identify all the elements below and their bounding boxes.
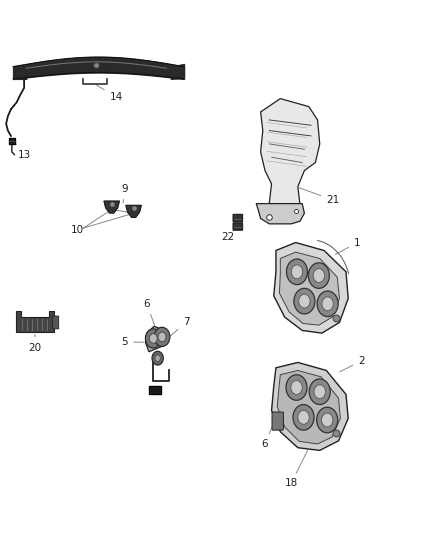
Text: 6: 6: [143, 299, 155, 325]
Circle shape: [314, 385, 325, 399]
Circle shape: [313, 269, 325, 282]
Circle shape: [293, 405, 314, 430]
Text: 18: 18: [285, 450, 307, 488]
Polygon shape: [274, 243, 348, 333]
Circle shape: [158, 332, 166, 342]
FancyBboxPatch shape: [233, 214, 243, 222]
Polygon shape: [126, 205, 141, 217]
Text: 13: 13: [14, 141, 31, 159]
Text: 9: 9: [121, 184, 128, 203]
Polygon shape: [16, 311, 54, 332]
Text: 2: 2: [340, 356, 365, 372]
Circle shape: [317, 291, 338, 317]
FancyBboxPatch shape: [233, 223, 243, 230]
Polygon shape: [149, 386, 161, 394]
Circle shape: [145, 329, 161, 348]
Text: 10: 10: [71, 225, 84, 235]
Polygon shape: [272, 362, 348, 450]
Circle shape: [286, 375, 307, 400]
Polygon shape: [145, 326, 167, 352]
Text: 20: 20: [28, 334, 42, 352]
Text: 1: 1: [336, 238, 360, 254]
Polygon shape: [9, 138, 15, 144]
Circle shape: [286, 259, 307, 285]
Circle shape: [309, 379, 330, 405]
Text: 5: 5: [121, 337, 144, 347]
Circle shape: [294, 288, 315, 314]
Polygon shape: [277, 370, 340, 444]
FancyBboxPatch shape: [53, 316, 59, 329]
Circle shape: [291, 381, 302, 394]
Circle shape: [322, 297, 333, 311]
Circle shape: [154, 327, 170, 346]
Circle shape: [321, 413, 333, 427]
Circle shape: [298, 410, 309, 424]
Circle shape: [308, 263, 329, 288]
Circle shape: [291, 265, 303, 279]
Polygon shape: [256, 204, 304, 224]
Text: 6: 6: [261, 413, 278, 449]
Polygon shape: [279, 252, 339, 325]
FancyBboxPatch shape: [272, 412, 283, 430]
Text: 7: 7: [170, 318, 190, 337]
Circle shape: [299, 294, 310, 308]
Circle shape: [317, 407, 338, 433]
Text: 14: 14: [96, 85, 123, 102]
Text: 21: 21: [298, 188, 339, 205]
Circle shape: [152, 351, 163, 365]
Polygon shape: [261, 99, 320, 213]
Polygon shape: [104, 201, 120, 213]
Circle shape: [149, 334, 157, 343]
Circle shape: [155, 355, 160, 361]
Text: 22: 22: [221, 224, 237, 242]
